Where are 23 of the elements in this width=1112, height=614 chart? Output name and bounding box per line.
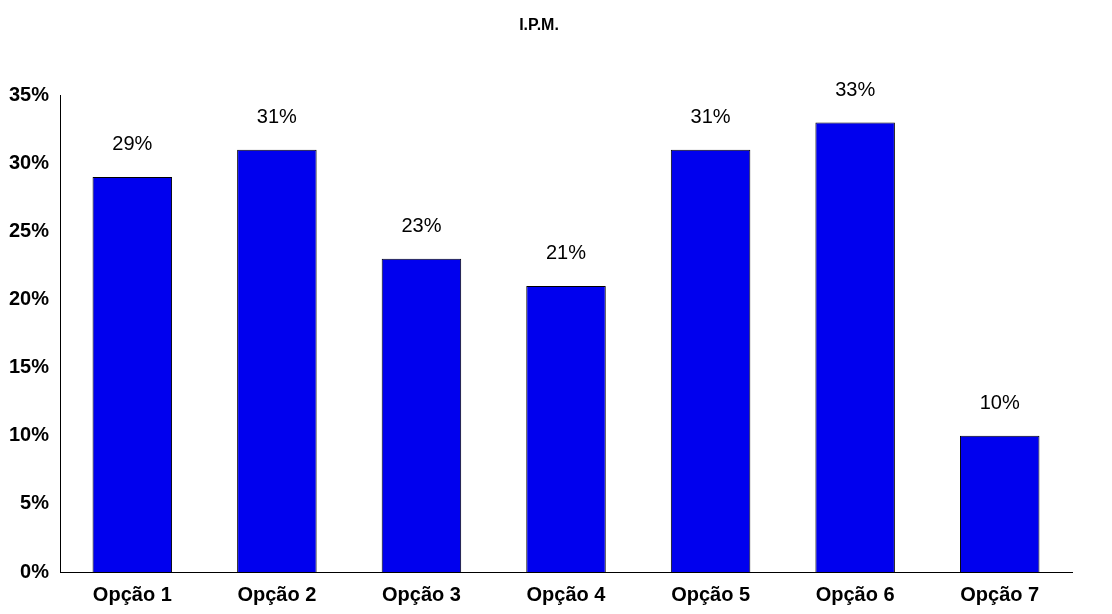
y-tick-label: 20%: [9, 287, 50, 310]
x-tick-label: Opção 4: [526, 582, 607, 605]
y-tick-label: 10%: [9, 423, 50, 446]
x-tick-label: Opção 6: [815, 582, 895, 605]
x-tick-label: Opção 1: [92, 582, 172, 605]
x-tick-label: Opção 3: [381, 582, 461, 605]
x-tick-label: Opção 7: [960, 582, 1040, 605]
data-label: 31%: [256, 105, 298, 128]
x-tick-label: Opção 5: [671, 582, 751, 605]
y-tick-label: 25%: [9, 218, 50, 241]
data-label: 29%: [112, 132, 153, 155]
x-tick-label: Opção 2: [237, 582, 317, 605]
y-tick-label: 5%: [20, 491, 50, 514]
y-tick-label: 0%: [20, 559, 50, 582]
chart-title: I.P.M.: [519, 16, 559, 34]
data-label: 31%: [690, 105, 731, 128]
y-tick-label: 30%: [9, 150, 50, 173]
y-tick-label: 15%: [9, 355, 50, 378]
y-tick-label: 35%: [9, 82, 50, 105]
data-label: 21%: [546, 241, 587, 264]
data-label: 23%: [401, 214, 442, 237]
data-label: 10%: [979, 391, 1020, 414]
data-label: 33%: [835, 77, 876, 100]
